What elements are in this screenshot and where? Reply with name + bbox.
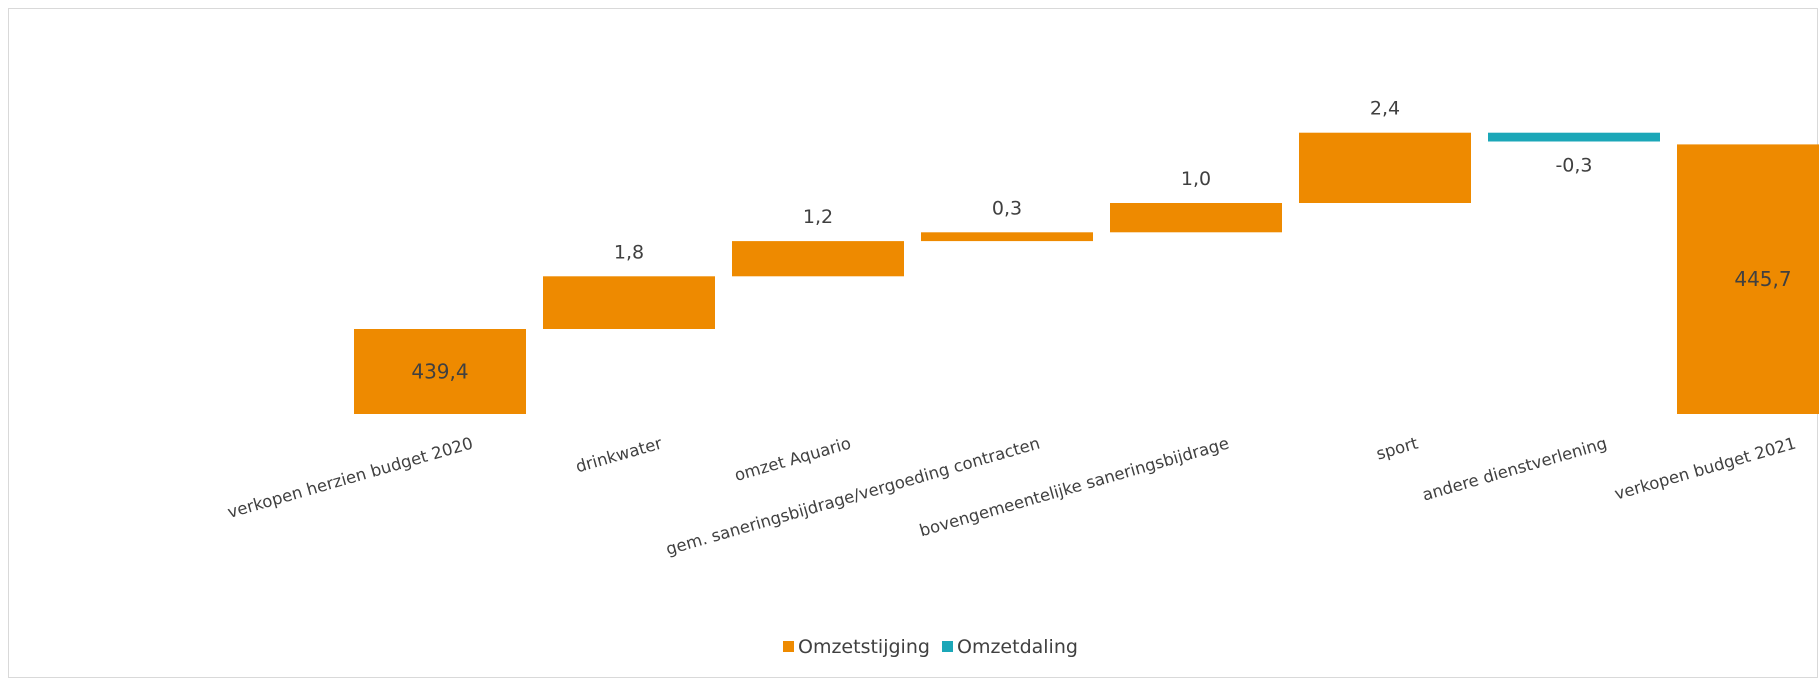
waterfall-chart: 439,4 1,8 1,2 0,3 1,0 2,4 -0,3 445,7 verkopen h… bbox=[225, 98, 1820, 658]
category-label-bovengemeentelijke-saneringsbijdrage: bovengemeentelijke saneringsbijdrage bbox=[917, 434, 1231, 541]
bar-verkopen-budget-2021 bbox=[1677, 144, 1820, 414]
category-label-omzet-aquario: omzet Aquario bbox=[732, 434, 853, 485]
bar-sport bbox=[1299, 132, 1471, 203]
data-label-drinkwater: 1,8 bbox=[614, 241, 644, 263]
legend-swatch-omzetdaling bbox=[942, 641, 953, 652]
data-label-verkopen-budget-2021: 445,7 bbox=[1734, 267, 1791, 291]
data-label-gem-saneringsbijdrage-vergoeding-contracten: 0,3 bbox=[992, 197, 1022, 219]
category-labels-layer: verkopen herzien budget 2020 drinkwater om… bbox=[225, 433, 1798, 558]
bar-verkopen-herzien-budget-2020 bbox=[354, 329, 526, 414]
category-label-sport: sport bbox=[1374, 433, 1421, 463]
bar-omzet-aquario bbox=[732, 241, 904, 277]
bar-bovengemeentelijke-saneringsbijdrage bbox=[1110, 203, 1282, 233]
data-labels-layer: 439,4 1,8 1,2 0,3 1,0 2,4 -0,3 445,7 bbox=[411, 98, 1791, 384]
legend-label-omzetstijging: Omzetstijging bbox=[798, 636, 930, 658]
bars-layer bbox=[354, 132, 1820, 414]
category-label-drinkwater: drinkwater bbox=[573, 434, 664, 477]
category-label-verkopen-herzien-budget-2020: verkopen herzien budget 2020 bbox=[225, 434, 475, 522]
legend-label-omzetdaling: Omzetdaling bbox=[957, 636, 1078, 658]
data-label-andere-dienstverlening: -0,3 bbox=[1555, 155, 1592, 177]
category-label-andere-dienstverlening: andere dienstverlening bbox=[1420, 434, 1609, 505]
data-label-bovengemeentelijke-saneringsbijdrage: 1,0 bbox=[1181, 168, 1211, 190]
bar-drinkwater bbox=[543, 276, 715, 329]
chart-frame: 439,4 1,8 1,2 0,3 1,0 2,4 -0,3 445,7 verkopen h… bbox=[8, 8, 1820, 678]
data-label-verkopen-herzien-budget-2020: 439,4 bbox=[411, 360, 468, 384]
legend: Omzetstijging Omzetdaling bbox=[783, 636, 1078, 658]
category-label-verkopen-budget-2021: verkopen budget 2021 bbox=[1612, 434, 1798, 504]
category-label-gem-saneringsbijdrage-vergoeding-contracten: gem. saneringsbijdrage/vergoeding contra… bbox=[664, 434, 1042, 559]
data-label-sport: 2,4 bbox=[1370, 98, 1400, 120]
bar-gem-saneringsbijdrage-vergoeding-contracten bbox=[921, 232, 1093, 242]
data-label-omzet-aquario: 1,2 bbox=[803, 206, 833, 228]
bar-andere-dienstverlening bbox=[1488, 132, 1660, 142]
legend-swatch-omzetstijging bbox=[783, 641, 794, 652]
